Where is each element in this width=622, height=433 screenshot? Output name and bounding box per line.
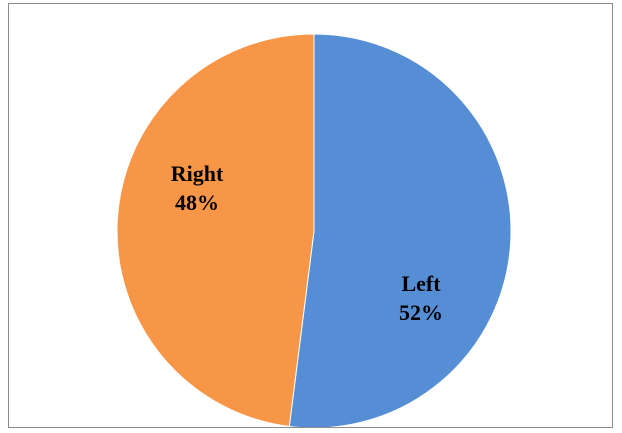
chart-frame: Left 52% Right 48% <box>8 3 613 428</box>
slice-label-right-category: Right <box>171 161 224 186</box>
slice-label-left-category: Left <box>401 271 441 296</box>
slice-label-right-percent: 48% <box>175 190 219 215</box>
pie-slice-left <box>288 33 512 427</box>
pie-slices <box>116 33 512 427</box>
pie-slice-right <box>116 33 315 427</box>
pie-chart: Left 52% Right 48% <box>116 33 512 427</box>
pie-labels: Left 52% Right 48% <box>171 161 443 325</box>
slice-label-left-percent: 52% <box>399 300 443 325</box>
